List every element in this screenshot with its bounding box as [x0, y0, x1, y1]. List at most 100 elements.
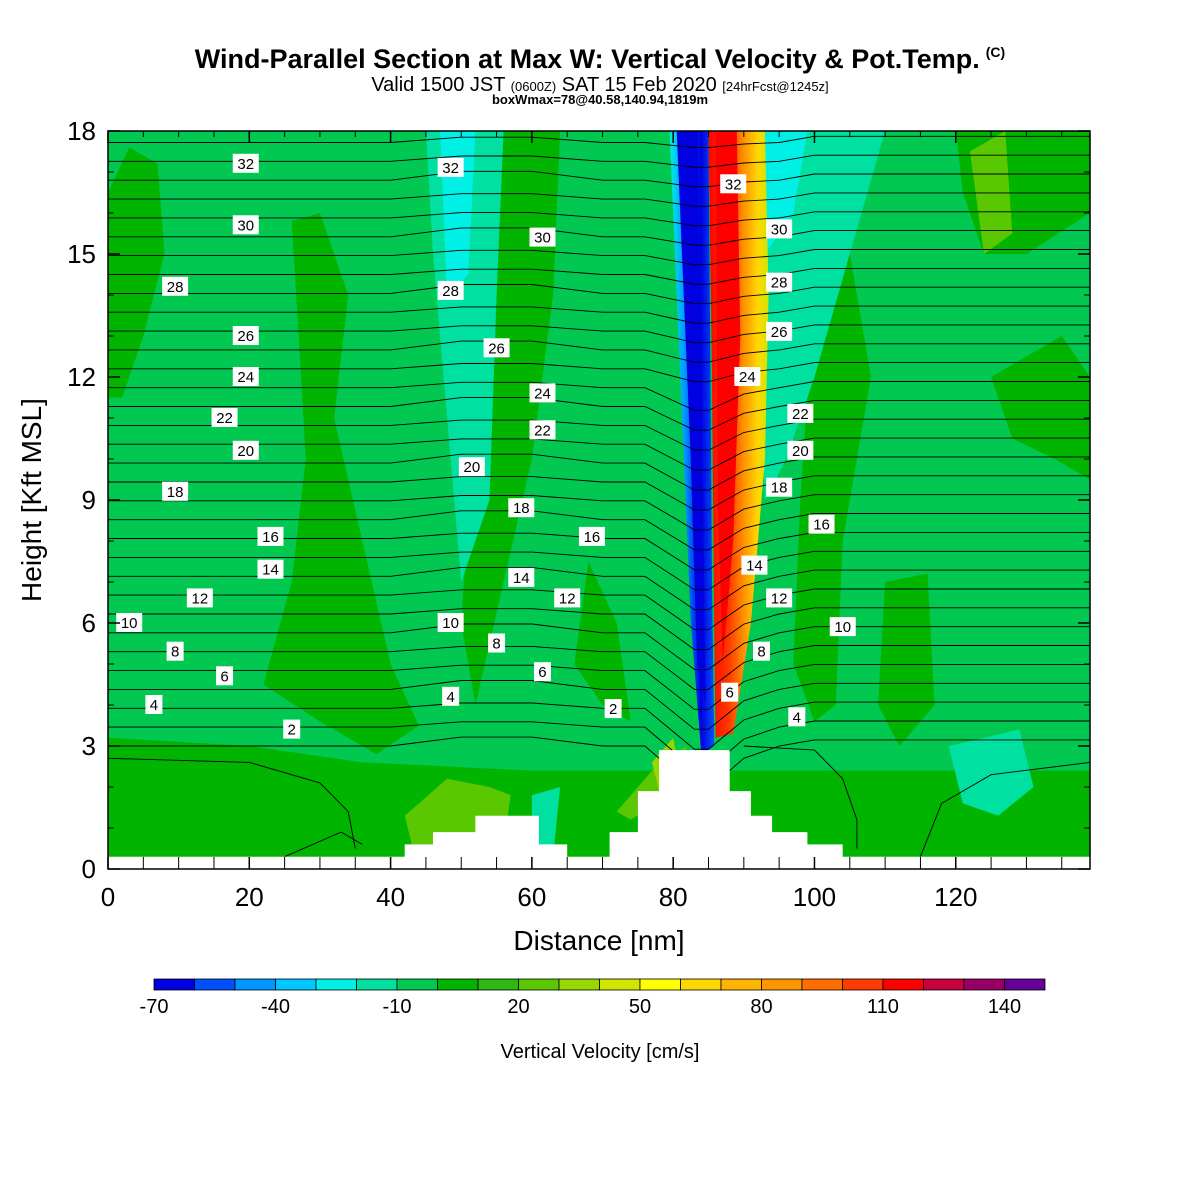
contour-label: 14: [257, 559, 284, 579]
colorbar-swatch: [680, 978, 722, 991]
theta-contour-line: [108, 192, 1090, 207]
contour-label-text: 14: [513, 570, 530, 587]
colorbar-swatch: [801, 978, 843, 991]
contour-label: 8: [166, 641, 184, 661]
contour-label: 32: [720, 174, 747, 194]
contour-label-box: [554, 588, 581, 608]
contour-label-box: [186, 588, 213, 608]
contour-label: 26: [483, 338, 510, 358]
contour-label: 10: [829, 617, 856, 637]
contour-label-box: [211, 408, 238, 427]
contour-label: 6: [216, 666, 234, 686]
contour-label: 8: [752, 641, 770, 661]
colorbar-swatch: [923, 978, 965, 991]
contour-label-text: 6: [726, 685, 734, 702]
x-tick-label: 100: [793, 882, 836, 912]
theta-contour-line: [108, 453, 1090, 491]
contour-label-text: 4: [793, 709, 801, 726]
x-axis-label: Distance [nm]: [513, 925, 684, 956]
colorbar-swatch: [234, 978, 276, 991]
y-tick-label: 18: [67, 116, 96, 146]
contour-label-box: [529, 420, 556, 440]
contour-label: 32: [437, 157, 464, 177]
contour-label-text: 16: [584, 529, 601, 546]
theta-contour-line: [108, 362, 1090, 383]
colorbar-swatch: [518, 978, 560, 991]
contour-label-box: [232, 367, 259, 386]
theta-contour-line: [108, 340, 1090, 363]
contour-label: 26: [766, 321, 793, 341]
contour-label-box: [257, 559, 284, 579]
theta-contour-line: [108, 267, 1090, 285]
contour-label-box: [787, 440, 814, 460]
contour-label: 24: [734, 367, 761, 386]
shading-region: [574, 561, 631, 722]
colorbar-tick-label: -70: [140, 996, 169, 1018]
colorbar-swatch: [761, 978, 803, 991]
contour-label: 26: [232, 326, 259, 345]
y-tick-label: 9: [82, 485, 96, 515]
contour-label: 24: [529, 383, 556, 403]
colorbar-tick-label: 140: [988, 996, 1021, 1018]
colorbar-swatch: [396, 978, 438, 991]
contour-label-text: 16: [813, 517, 830, 534]
colorbar-swatch: [599, 978, 641, 991]
downdraft-core: [676, 131, 706, 705]
contour-label-box: [483, 338, 510, 358]
contour-label-box: [162, 276, 189, 296]
colorbar-swatch: [153, 978, 195, 991]
y-tick-label: 3: [82, 731, 96, 761]
contour-label-box: [741, 555, 768, 575]
contour-label-box: [766, 219, 793, 239]
theta-contour-line: [108, 437, 1090, 471]
colorbar-tick-label: 110: [867, 996, 899, 1018]
theta-contour-line: [108, 550, 1090, 591]
contour-label-box: [166, 641, 184, 661]
contour-label: 6: [721, 682, 739, 702]
contour-label-box: [766, 321, 793, 341]
contour-label-text: 32: [237, 156, 254, 173]
theta-contour-line: [108, 397, 1090, 431]
colorbar-tick-label: -40: [261, 996, 290, 1018]
shading-region: [531, 787, 561, 857]
colorbar-swatch: [882, 978, 924, 991]
contour-label-box: [604, 699, 622, 719]
contour-label: 22: [787, 403, 814, 423]
contour-label: 20: [232, 440, 259, 460]
theta-contour-line: [108, 607, 1090, 650]
contour-label-text: 28: [442, 283, 459, 300]
theta-contour-line: [108, 645, 1090, 690]
contour-label-box: [442, 686, 460, 706]
contour-label: 10: [116, 613, 143, 632]
colorbar-swatch: [842, 978, 884, 991]
colorbar-swatch: [194, 978, 236, 991]
shading-region: [263, 213, 419, 755]
contour-label-box: [788, 707, 806, 727]
contour-label-box: [488, 633, 506, 653]
colorbar-swatch: [1004, 978, 1046, 991]
shading-region: [878, 573, 935, 746]
contour-label-text: 6: [538, 664, 546, 681]
contour-label-box: [766, 272, 793, 292]
contour-label-box: [720, 174, 747, 194]
contour-label-box: [829, 617, 856, 637]
contour-label-box: [533, 662, 551, 682]
theta-contour-line: [108, 757, 356, 849]
contour-label-box: [734, 367, 761, 386]
contour-label-text: 30: [771, 221, 788, 238]
theta-contour-line: [108, 249, 1090, 266]
x-tick-label: 60: [517, 882, 546, 912]
theta-contour-line: [108, 305, 1090, 324]
colorbar-swatch: [477, 978, 519, 991]
colorbar-tick-label: 80: [750, 996, 772, 1018]
theta-contour-line: [108, 680, 1090, 730]
contour-label: 10: [437, 613, 464, 632]
contour-label-text: 26: [237, 328, 254, 345]
chart-subtitle: Valid 1500 JST (0600Z) SAT 15 Feb 2020 […: [371, 74, 829, 96]
shading-region: [948, 729, 1034, 816]
contour-label-text: 30: [237, 217, 254, 234]
colorbar-swatch: [356, 978, 398, 991]
contour-label: 14: [508, 567, 535, 587]
contour-label: 16: [808, 514, 835, 534]
